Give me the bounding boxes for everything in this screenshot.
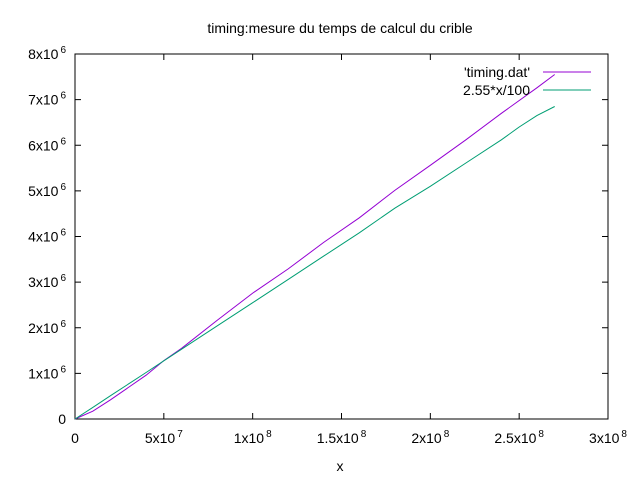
x-tick-label-base: 5x10 xyxy=(145,430,176,446)
series-line-1 xyxy=(74,74,555,420)
x-tick-label: 2x10 8 xyxy=(411,429,449,446)
y-tick-label-base: 1x10 xyxy=(28,365,59,381)
x-tick-label-exponent: 8 xyxy=(538,429,544,440)
series-lines xyxy=(74,74,555,420)
x-tick-label-base: 0 xyxy=(71,430,79,446)
y-tick-label-base: 0 xyxy=(58,411,66,427)
y-tick-label: 4x10 6 xyxy=(28,228,66,245)
y-tick-label-exponent: 6 xyxy=(60,45,66,56)
y-tick-label: 5x10 6 xyxy=(28,182,66,199)
x-tick-label: 2.5x10 8 xyxy=(494,429,544,446)
y-tick-label-base: 6x10 xyxy=(28,137,59,153)
y-tick-label-exponent: 6 xyxy=(60,273,66,284)
y-tick-label: 0 xyxy=(58,411,66,427)
x-tick-label: 3x10 8 xyxy=(589,429,627,446)
x-tick-label-exponent: 8 xyxy=(621,429,627,440)
axis-tick-labels: 0 5x10 7 1x10 8 1.5x10 8 2x10 8 2.5x10 8 3x10 801x10… xyxy=(28,45,627,446)
x-tick-label-exponent: 8 xyxy=(444,429,450,440)
legend-label-2: 2.55*x/100 xyxy=(463,82,530,98)
x-tick-label-exponent: 7 xyxy=(177,429,183,440)
y-tick-label-exponent: 6 xyxy=(60,182,66,193)
y-tick-label: 8x10 6 xyxy=(28,45,66,62)
y-tick-label: 6x10 6 xyxy=(28,136,66,153)
plot-frame xyxy=(74,53,609,420)
y-tick-label-exponent: 6 xyxy=(60,364,66,375)
y-tick-label-base: 3x10 xyxy=(28,274,59,290)
y-tick-label-exponent: 6 xyxy=(60,91,66,102)
y-tick-label: 2x10 6 xyxy=(28,319,66,336)
x-tick-label: 1x10 8 xyxy=(234,429,272,446)
x-axis-label: x xyxy=(337,458,344,474)
series-line-2 xyxy=(74,106,555,420)
x-tick-label-base: 1x10 xyxy=(234,430,265,446)
y-tick-label: 7x10 6 xyxy=(28,91,66,108)
y-tick-label-exponent: 6 xyxy=(60,319,66,330)
legend-label-1: 'timing.dat' xyxy=(464,64,530,80)
y-tick-label-base: 5x10 xyxy=(28,183,59,199)
x-tick-label: 5x10 7 xyxy=(145,429,183,446)
y-tick-label-exponent: 6 xyxy=(60,136,66,147)
x-tick-label-base: 1.5x10 xyxy=(317,430,359,446)
x-tick-label-base: 2.5x10 xyxy=(494,430,536,446)
x-tick-label: 0 xyxy=(71,430,79,446)
x-tick-label: 1.5x10 8 xyxy=(317,429,367,446)
y-tick-label-base: 2x10 xyxy=(28,320,59,336)
x-tick-label-exponent: 8 xyxy=(266,429,272,440)
legend: 'timing.dat' 2.55*x/100 xyxy=(463,64,591,98)
axis-ticks xyxy=(74,53,609,420)
y-tick-label-base: 4x10 xyxy=(28,229,59,245)
chart-title: timing:mesure du temps de calcul du crib… xyxy=(207,20,473,36)
x-tick-label-exponent: 8 xyxy=(361,429,367,440)
x-tick-label-base: 2x10 xyxy=(411,430,442,446)
y-tick-label: 1x10 6 xyxy=(28,364,66,381)
y-tick-label-exponent: 6 xyxy=(60,228,66,239)
x-tick-label-base: 3x10 xyxy=(589,430,620,446)
y-tick-label: 3x10 6 xyxy=(28,273,66,290)
y-tick-label-base: 8x10 xyxy=(28,46,59,62)
y-tick-label-base: 7x10 xyxy=(28,92,59,108)
